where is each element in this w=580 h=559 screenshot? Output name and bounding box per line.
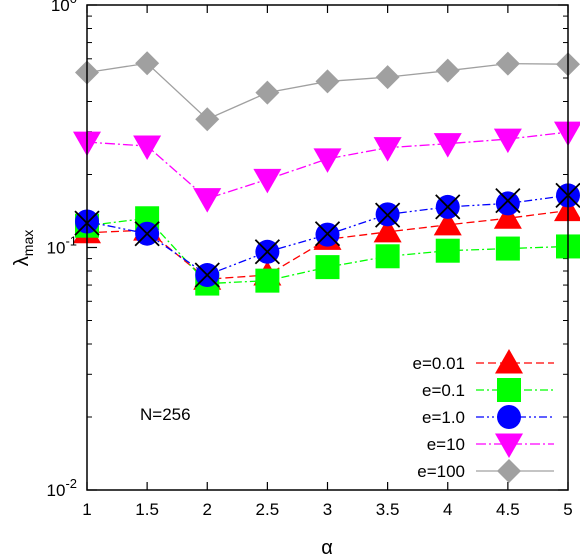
data-point (435, 58, 460, 83)
data-point (255, 268, 280, 293)
y-tick-label: 10-2 (47, 476, 77, 500)
x-tick-label: 2.5 (256, 500, 280, 519)
legend-item: e=0.1 (422, 378, 554, 402)
data-point (493, 204, 522, 229)
series-e=100 (75, 51, 580, 132)
data-point (193, 188, 222, 213)
plot-frame (86, 4, 569, 491)
cross-marker (134, 221, 160, 247)
legend-marker (495, 433, 523, 458)
cross-stroke (254, 239, 281, 265)
cross-marker (435, 194, 461, 220)
data-point (375, 65, 400, 90)
data-point (495, 191, 520, 216)
legend-item: e=0.01 (413, 349, 554, 374)
x-tick-label: 4 (443, 500, 452, 519)
data-point (375, 244, 400, 269)
data-point (554, 196, 580, 222)
x-tick-label: 2 (203, 500, 212, 519)
data-point (315, 69, 340, 94)
data-point (433, 133, 462, 158)
y-tick-label: 100 (51, 0, 77, 15)
x-axis-title: α (321, 537, 333, 559)
cross-marker (194, 262, 220, 288)
legend-label: e=0.01 (413, 354, 465, 373)
legend-label: e=10 (427, 435, 465, 454)
cross-marker (374, 202, 401, 228)
data-point (495, 51, 520, 76)
cross-stroke (374, 202, 401, 228)
x-tick-label: 1.5 (135, 500, 159, 519)
y-axis-title-subscript: max (20, 230, 36, 256)
cross-marker (254, 239, 281, 265)
data-point (133, 135, 162, 161)
series-line (86, 194, 569, 276)
x-tick-label: 3.5 (376, 500, 400, 519)
legend-marker (495, 349, 523, 374)
y-tick-label: 10-1 (47, 234, 77, 258)
cross-stroke (495, 188, 521, 214)
legend-marker (497, 405, 521, 429)
cross-stroke (194, 262, 220, 288)
data-point (255, 80, 280, 105)
legend-label: e=100 (417, 462, 465, 481)
legend: e=0.01 e=0.1 e=1.0 e=10 e=100 (413, 349, 554, 483)
data-point (435, 238, 460, 263)
series-layer (73, 51, 580, 296)
data-point (253, 168, 282, 194)
data-point (373, 137, 402, 162)
legend-marker (497, 378, 521, 402)
legend-item: e=10 (427, 433, 554, 458)
legend-label: e=1.0 (422, 408, 465, 427)
tick-labels: 1 1.5 2 2.5 3 3.5 4 4.5 5 10-2 10-1 100 (47, 0, 573, 519)
data-point (554, 121, 580, 147)
x-tick-label: 4.5 (496, 500, 520, 519)
data-point (313, 148, 342, 173)
legend-label: e=0.1 (422, 381, 465, 400)
cross-marker (495, 188, 521, 214)
data-point (373, 217, 402, 243)
data-point (493, 128, 522, 154)
legend-item: e=100 (417, 459, 554, 483)
y-axis-title: λmax (11, 230, 36, 266)
data-point (315, 255, 340, 280)
cross-stroke (314, 221, 341, 247)
cross-stroke (435, 194, 461, 220)
series-line (86, 217, 569, 285)
data-point (135, 51, 160, 76)
x-tick-label: 1 (82, 500, 91, 519)
annotation-n: N=256 (140, 405, 191, 424)
legend-marker (497, 459, 521, 483)
x-tick-label: 5 (563, 500, 572, 519)
cross-marker (314, 221, 341, 247)
cross-stroke (134, 221, 160, 247)
data-point (433, 210, 462, 236)
data-point (495, 236, 520, 261)
data-point (195, 107, 220, 132)
x-tick-label: 3 (323, 500, 332, 519)
legend-item: e=1.0 (422, 405, 554, 429)
